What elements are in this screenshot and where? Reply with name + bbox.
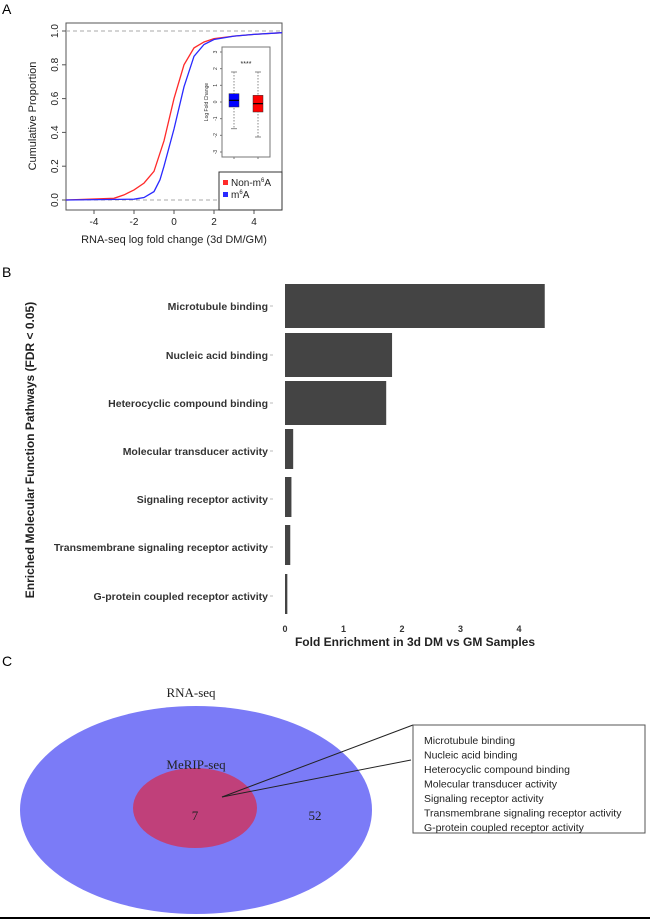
x-axis-label: RNA-seq log fold change (3d DM/GM) xyxy=(81,234,267,246)
panel-label-a: A xyxy=(2,1,12,17)
legend-swatch xyxy=(223,180,228,185)
legend-swatch xyxy=(223,192,228,197)
bar xyxy=(285,477,292,517)
callout-item: Molecular transducer activity xyxy=(424,779,558,791)
y-tick-label: 0.6 xyxy=(50,91,61,105)
x-tick-label: -2 xyxy=(130,217,139,228)
bar xyxy=(285,574,288,614)
callout-item: Signaling receptor activity xyxy=(424,793,544,805)
x-tick-label: 2 xyxy=(399,624,404,634)
panel-label-b: B xyxy=(2,264,11,280)
venn-set-merip-seq xyxy=(133,768,257,848)
venn-count-rna-seq-only: 52 xyxy=(309,808,322,823)
panel-b-bar-chart: Microtubule binding Nucleic acid binding H… xyxy=(23,284,545,649)
callout-item: Nucleic acid binding xyxy=(424,750,518,762)
bar-category-label: G-protein coupled receptor activity xyxy=(94,591,269,603)
legend-label-sup: 6 xyxy=(239,190,243,196)
bar xyxy=(285,525,291,565)
bar-category-label: Nucleic acid binding xyxy=(166,350,268,362)
callout-item: Transmembrane signaling receptor activit… xyxy=(424,808,622,820)
bar xyxy=(285,284,545,328)
inset-y-tick-label: 0 xyxy=(213,100,219,103)
legend-label-sup: 6 xyxy=(261,178,265,184)
legend-label: Non-m6A xyxy=(231,178,271,189)
inset-y-tick-label: 2 xyxy=(213,67,219,70)
inset-y-tick-label: -1 xyxy=(213,116,219,121)
bar-category-label: Microtubule binding xyxy=(168,301,268,313)
legend-label-text: Non-m xyxy=(231,178,261,189)
legend-box xyxy=(218,171,283,211)
cdf-line-m6a xyxy=(65,32,283,201)
venn-label-merip-seq: MeRIP-seq xyxy=(166,757,226,772)
y-tick-label: 1.0 xyxy=(50,24,61,38)
x-tick-label: 0 xyxy=(282,624,287,634)
callout-line xyxy=(221,724,414,798)
bar xyxy=(285,381,387,425)
legend-label: m6A xyxy=(231,190,250,201)
inset-y-tick-label: 1 xyxy=(213,84,219,87)
x-tick-label: 0 xyxy=(171,217,177,228)
x-tick-label: 4 xyxy=(251,217,257,228)
legend-label-text: m xyxy=(231,190,239,201)
venn-label-rna-seq: RNA-seq xyxy=(166,685,216,700)
y-axis-label: Cumulative Proportion xyxy=(27,62,39,171)
inset-y-tick-label: 3 xyxy=(213,50,219,53)
significance-marker: **** xyxy=(241,61,252,68)
y-tick-label: 0.0 xyxy=(50,193,61,207)
bar xyxy=(285,333,393,377)
y-axis-label: Enriched Molecular Function Pathways (FD… xyxy=(23,302,37,598)
callout-box xyxy=(412,724,646,834)
bar-category-label: Molecular transducer activity xyxy=(123,446,268,458)
callout-item: Microtubule binding xyxy=(424,735,515,747)
y-tick-label: 0.8 xyxy=(50,57,61,71)
x-tick-label: 4 xyxy=(516,624,521,634)
bar-category-label: Signaling receptor activity xyxy=(137,494,268,506)
x-tick-label: 2 xyxy=(211,217,217,228)
y-tick-label: 0.2 xyxy=(50,159,61,173)
inset-y-tick-label: -3 xyxy=(213,150,219,155)
bar xyxy=(285,429,294,469)
panel-label-c: C xyxy=(2,653,12,669)
inset-y-axis-label: Log Fold Change xyxy=(204,83,210,122)
callout-item: Heterocyclic compound binding xyxy=(424,764,570,776)
y-tick-label: 0.4 xyxy=(50,125,61,139)
legend-label-suffix: A xyxy=(264,178,271,189)
legend-label-suffix: A xyxy=(243,190,250,201)
callout-item: G-protein coupled receptor activity xyxy=(424,822,585,834)
x-axis-label: Fold Enrichment in 3d DM vs GM Samples xyxy=(295,635,535,649)
panel-c-venn-diagram: RNA-seq MeRIP-seq 7 52 Microtubule binding Nu… xyxy=(20,685,646,914)
venn-count-overlap: 7 xyxy=(192,808,199,823)
callout-line xyxy=(221,759,412,798)
inset-y-tick-label: -2 xyxy=(213,133,219,138)
panel-a-cdf-chart: -4 -2 0 2 4 0.0 0.2 0.4 0.6 0.8 1.0 RNA-seq log fol… xyxy=(27,22,283,246)
bar-category-label: Heterocyclic compound binding xyxy=(108,398,268,410)
x-tick-label: 3 xyxy=(458,624,463,634)
bar-category-label: Transmembrane signaling receptor activit… xyxy=(54,542,268,554)
x-tick-label: 1 xyxy=(341,624,346,634)
x-tick-label: -4 xyxy=(90,217,99,228)
